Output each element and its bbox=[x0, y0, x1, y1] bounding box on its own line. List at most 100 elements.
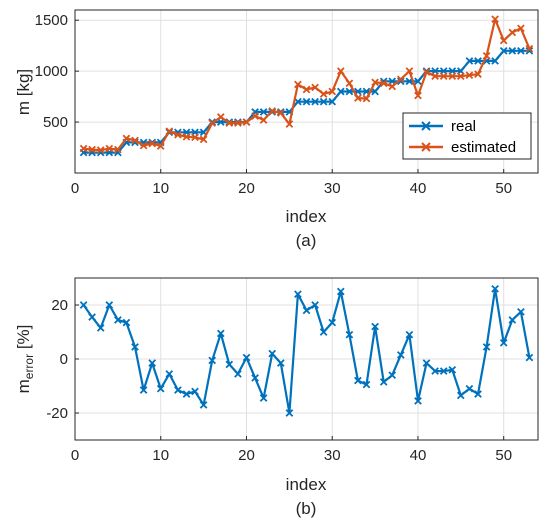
data-point bbox=[465, 57, 474, 65]
data-point bbox=[491, 284, 499, 293]
data-point bbox=[122, 318, 131, 327]
y-tick-label: 20 bbox=[51, 297, 68, 314]
y-tick-label: 500 bbox=[43, 114, 68, 131]
data-point bbox=[319, 328, 328, 336]
data-point bbox=[234, 370, 242, 378]
data-point bbox=[156, 142, 165, 150]
data-point bbox=[225, 360, 234, 369]
data-point bbox=[474, 70, 482, 79]
data-point bbox=[105, 301, 114, 309]
data-point bbox=[242, 118, 251, 126]
data-point bbox=[131, 136, 139, 145]
data-point bbox=[465, 384, 474, 393]
data-point bbox=[439, 72, 448, 81]
x-tick-label: 30 bbox=[324, 447, 341, 464]
data-point bbox=[285, 409, 294, 417]
data-point bbox=[199, 401, 208, 409]
data-point bbox=[259, 116, 268, 124]
data-point bbox=[251, 112, 259, 120]
data-point bbox=[431, 367, 439, 375]
chart-b-ylabel-unit: [%] bbox=[14, 325, 33, 354]
data-point bbox=[105, 144, 114, 153]
data-point bbox=[302, 97, 311, 106]
y-tick-label: -20 bbox=[46, 405, 68, 422]
data-point bbox=[268, 107, 277, 115]
chart-b-caption: (b) bbox=[296, 499, 317, 518]
data-point bbox=[456, 391, 465, 400]
data-point bbox=[491, 15, 499, 24]
data-point bbox=[182, 132, 191, 141]
x-tick-label: 20 bbox=[238, 180, 255, 197]
data-point bbox=[525, 46, 534, 55]
data-point bbox=[508, 316, 517, 324]
data-point bbox=[525, 353, 534, 362]
data-point bbox=[148, 139, 157, 148]
data-point bbox=[345, 330, 354, 339]
data-point bbox=[208, 356, 217, 365]
x-tick-label: 40 bbox=[410, 180, 427, 197]
data-point bbox=[422, 359, 431, 367]
data-point bbox=[422, 68, 431, 76]
chart-b-ylabel-main: m bbox=[14, 379, 33, 393]
data-point bbox=[345, 79, 354, 88]
data-point bbox=[276, 109, 285, 117]
data-point bbox=[491, 57, 499, 65]
data-point bbox=[388, 371, 397, 380]
data-point bbox=[165, 370, 174, 378]
data-point bbox=[336, 287, 345, 296]
data-point bbox=[371, 78, 379, 87]
data-point bbox=[319, 90, 328, 98]
legend-real-label: real bbox=[451, 118, 476, 135]
data-point bbox=[114, 145, 122, 154]
x-tick-label: 40 bbox=[410, 447, 427, 464]
data-point bbox=[499, 46, 508, 55]
x-tick-label: 30 bbox=[324, 180, 341, 197]
data-point bbox=[96, 324, 105, 332]
chart-a-caption: (a) bbox=[296, 231, 317, 250]
data-point bbox=[294, 80, 302, 89]
data-point bbox=[122, 134, 131, 143]
data-point bbox=[294, 290, 302, 299]
chart-a-axes-box bbox=[74, 9, 539, 174]
data-point bbox=[456, 72, 465, 81]
data-point bbox=[465, 71, 474, 80]
data-point bbox=[276, 359, 285, 367]
data-point bbox=[311, 97, 319, 106]
x-tick-label: 0 bbox=[71, 447, 79, 464]
data-point bbox=[525, 44, 534, 53]
data-point bbox=[165, 127, 174, 136]
chart-b-xlabel: index bbox=[286, 475, 327, 494]
data-point bbox=[336, 87, 345, 96]
data-point bbox=[225, 119, 234, 127]
data-point bbox=[79, 301, 88, 309]
data-point bbox=[474, 390, 482, 398]
data-point bbox=[174, 386, 182, 394]
chart-b-series bbox=[79, 284, 534, 417]
chart-b-ylabel-sub: error bbox=[22, 354, 36, 379]
data-point bbox=[208, 119, 217, 127]
x-tick-label: 0 bbox=[71, 180, 79, 197]
data-point bbox=[405, 67, 414, 75]
data-point bbox=[396, 77, 405, 86]
data-point bbox=[414, 397, 422, 405]
data-point bbox=[319, 97, 328, 106]
y-tick-label: 1000 bbox=[35, 63, 68, 80]
data-point bbox=[371, 87, 379, 96]
data-point bbox=[431, 72, 439, 81]
data-point bbox=[96, 146, 105, 154]
data-point bbox=[499, 338, 508, 347]
data-point bbox=[396, 75, 405, 84]
data-point bbox=[499, 36, 508, 45]
data-point bbox=[517, 46, 525, 55]
chart-b: 0 10 20 30 40 50 -20 0 20 index merror [%] (b) bbox=[14, 277, 539, 518]
chart-a-ylabel: m [kg] bbox=[14, 69, 33, 115]
data-point bbox=[362, 380, 371, 389]
data-point bbox=[474, 57, 482, 65]
data-point bbox=[302, 306, 311, 315]
data-point bbox=[379, 378, 388, 386]
data-point bbox=[139, 386, 148, 394]
y-tick-label: 1500 bbox=[35, 12, 68, 29]
legend-estimated-marker bbox=[421, 142, 431, 152]
